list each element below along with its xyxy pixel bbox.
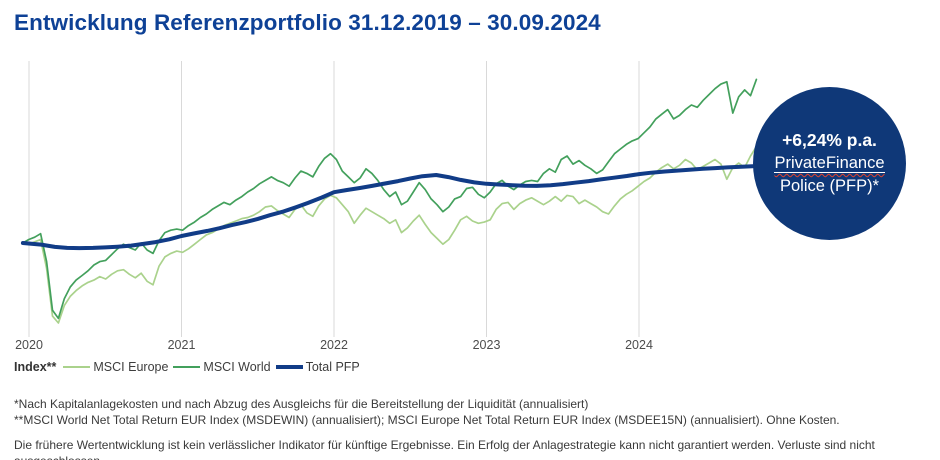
x-tick-label: 2020 bbox=[15, 338, 43, 352]
chart-legend: Index** MSCI Europe MSCI World Total PFP bbox=[14, 359, 365, 375]
performance-badge: +6,24% p.a. PrivateFinance Police (PFP)* bbox=[753, 87, 906, 240]
legend-item-total-pfp: Total PFP bbox=[275, 360, 360, 374]
badge-product-line1: PrivateFinance bbox=[774, 154, 885, 173]
chart-canvas: 2020 2021 2022 2023 2024 bbox=[15, 61, 760, 352]
legend-index-label: Index** bbox=[14, 360, 57, 374]
badge-product-name: PrivateFinance bbox=[774, 152, 885, 175]
x-tick-label: 2024 bbox=[625, 338, 653, 352]
x-tick-label: 2021 bbox=[168, 338, 196, 352]
footnote-disclaimer: Die frühere Wertentwicklung ist kein ver… bbox=[14, 438, 875, 460]
footnotes: *Nach Kapitalanlagekosten und nach Abzug… bbox=[14, 397, 934, 428]
series-line-msci-world bbox=[22, 78, 758, 320]
msci-world-line-swatch bbox=[173, 365, 201, 369]
series-line-msci-europe bbox=[22, 145, 758, 324]
legend-label-total-pfp: Total PFP bbox=[305, 360, 360, 374]
total-pfp-line-swatch bbox=[275, 365, 303, 369]
msci-europe-line-swatch bbox=[63, 365, 91, 369]
badge-product-line2: Police (PFP)* bbox=[779, 177, 880, 195]
footnote-1: *Nach Kapitalanlagekosten und nach Abzug… bbox=[14, 397, 589, 411]
series-line-total-pfp bbox=[20, 164, 760, 251]
legend-label-msci-europe: MSCI Europe bbox=[93, 360, 169, 374]
legend-label-msci-world: MSCI World bbox=[203, 360, 271, 374]
x-tick-label: 2023 bbox=[473, 338, 501, 352]
legend-item-msci-europe: MSCI Europe bbox=[63, 360, 168, 374]
x-tick-label: 2022 bbox=[320, 338, 348, 352]
legend-item-msci-world: MSCI World bbox=[173, 360, 271, 374]
badge-rate: +6,24% p.a. bbox=[782, 130, 877, 150]
page-title: Entwicklung Referenzportfolio 31.12.2019… bbox=[14, 10, 601, 35]
footnote-2: **MSCI World Net Total Return EUR Index … bbox=[14, 412, 840, 427]
